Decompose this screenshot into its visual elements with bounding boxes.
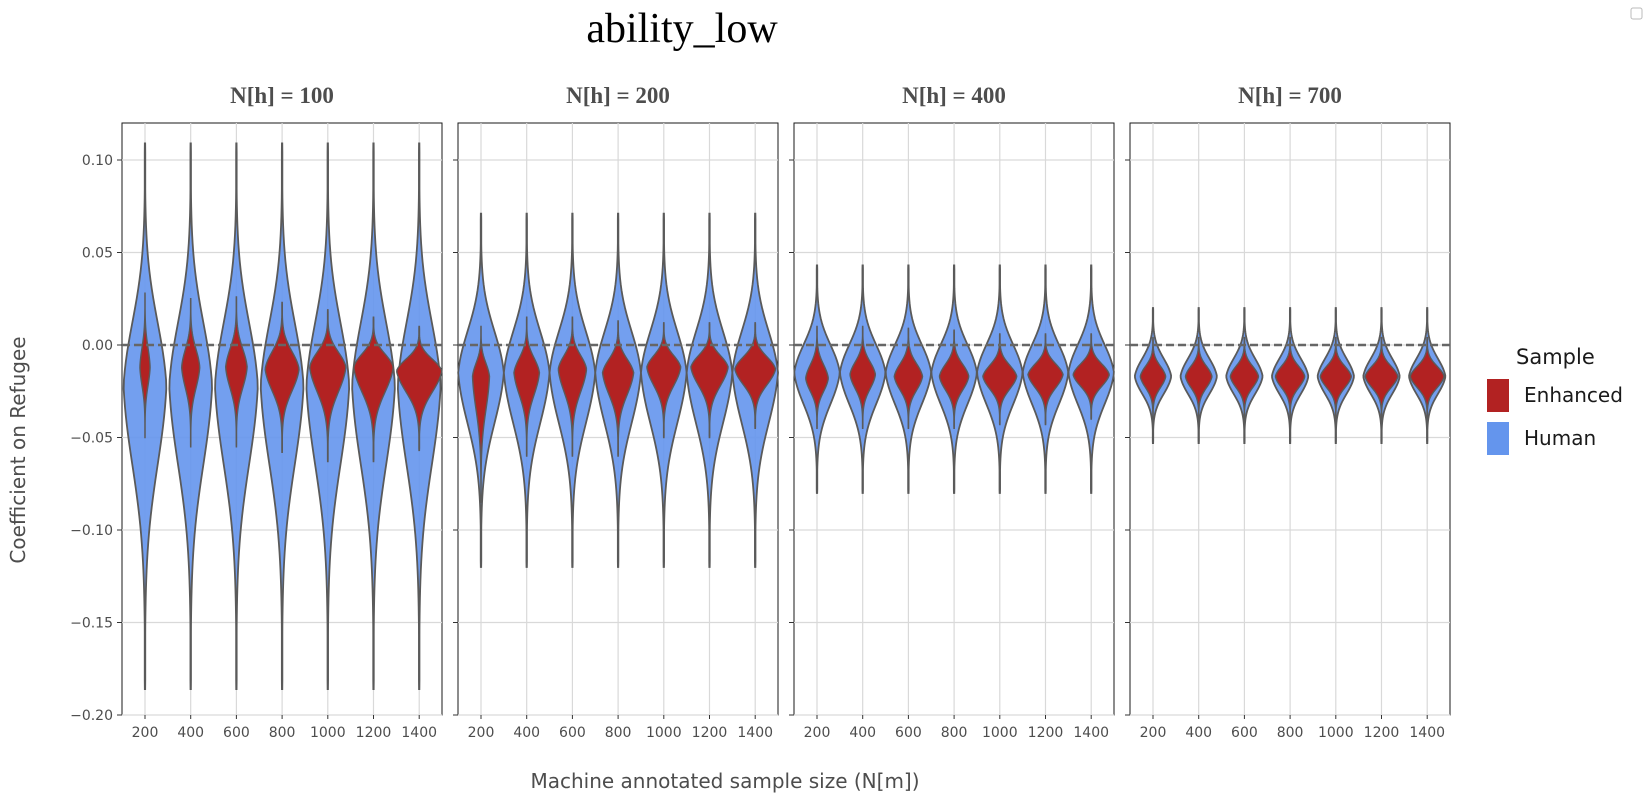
violin-enhanced [893, 327, 924, 429]
violin-enhanced [849, 325, 877, 429]
x-tick-label: 1200 [1364, 725, 1400, 741]
chart-title: ability_low [586, 6, 778, 52]
x-tick-label: 1400 [737, 725, 773, 741]
x-tick-label: 600 [223, 725, 250, 741]
facet-title: N[h] = 700 [1238, 83, 1342, 108]
violin-enhanced [1027, 333, 1064, 426]
x-tick-label: 600 [895, 725, 922, 741]
violin-enhanced [557, 316, 588, 457]
x-tick-label: 800 [1277, 725, 1304, 741]
violin-enhanced [1229, 336, 1260, 420]
violin-enhanced [982, 333, 1018, 426]
x-tick-label: 1000 [1318, 725, 1354, 741]
x-tick-label: 600 [1231, 725, 1258, 741]
x-tick-label: 1400 [1073, 725, 1109, 741]
x-tick-label: 1200 [356, 725, 392, 741]
y-tick-label: 0.00 [82, 338, 113, 354]
x-tick-label: 200 [804, 725, 831, 741]
facet-panel: N[h] = 700 200 400 600 800 1000 1200 1400 [1125, 83, 1451, 741]
violin-enhanced [601, 320, 635, 457]
x-tick-label: 400 [1185, 725, 1212, 741]
violin-enhanced [1409, 336, 1445, 420]
x-tick-label: 200 [468, 725, 495, 741]
violin-enhanced [1072, 333, 1110, 420]
x-tick-label: 1400 [401, 725, 437, 741]
x-tick-label: 1200 [1028, 725, 1064, 741]
facet-title: N[h] = 100 [230, 83, 334, 108]
violin-enhanced [396, 325, 443, 452]
x-tick-label: 400 [849, 725, 876, 741]
violin-enhanced [471, 325, 491, 503]
facet-title: N[h] = 200 [566, 83, 670, 108]
violin-enhanced [513, 316, 541, 457]
x-tick-label: 1000 [646, 725, 682, 741]
facet-panel: N[h] = 400 200 400 600 800 1000 1200 1400 [789, 83, 1115, 741]
x-tick-label: 200 [132, 725, 159, 741]
x-tick-label: 1400 [1409, 725, 1445, 741]
violin-enhanced [1184, 336, 1213, 420]
facet-panel: N[h] = 100 200 400 600 800 1000 1200 1400 [117, 83, 443, 741]
y-tick-label: 0.05 [82, 246, 113, 262]
y-tick-label: −0.05 [70, 431, 113, 447]
x-tick-label: 400 [177, 725, 204, 741]
x-tick-label: 800 [269, 725, 296, 741]
legend-swatch-enhanced [1487, 379, 1509, 412]
x-tick-label: 1000 [310, 725, 346, 741]
violin-enhanced [646, 322, 682, 439]
violin-enhanced [938, 329, 970, 429]
violin-enhanced [1139, 336, 1167, 420]
y-tick-label: 0.10 [82, 153, 113, 169]
violin-enhanced [805, 325, 829, 429]
violin-enhanced [353, 316, 394, 463]
y-axis: 0.10 0.05 0.00 −0.05 −0.10 −0.15 −0.20 [70, 153, 113, 724]
violin-enhanced [180, 298, 201, 448]
violin-enhanced [734, 322, 777, 429]
y-axis-title: Coefficient on Refugee [6, 336, 30, 563]
x-tick-label: 200 [1140, 725, 1167, 741]
x-tick-label: 1000 [982, 725, 1018, 741]
legend-label-human: Human [1524, 426, 1596, 450]
x-tick-label: 800 [605, 725, 632, 741]
violin-enhanced [1319, 336, 1352, 420]
y-tick-label: −0.15 [70, 616, 113, 632]
legend-swatch-human [1487, 422, 1509, 455]
violin-enhanced [139, 292, 151, 439]
violin-enhanced [1274, 336, 1306, 420]
x-tick-label: 1200 [692, 725, 728, 741]
facet-title: N[h] = 400 [902, 83, 1006, 108]
facet-panel: N[h] = 200 200 400 600 800 1000 1200 1400 [453, 83, 779, 741]
x-tick-label: 400 [513, 725, 540, 741]
violin-enhanced [1364, 336, 1399, 420]
violin-enhanced [264, 301, 300, 453]
x-tick-label: 800 [941, 725, 968, 741]
x-axis-title: Machine annotated sample size (N[m]) [530, 769, 919, 793]
legend-label-enhanced: Enhanced [1524, 383, 1623, 407]
y-tick-label: −0.20 [70, 708, 113, 724]
violin-enhanced [309, 309, 347, 463]
corner-checkbox[interactable] [1630, 7, 1643, 20]
y-tick-label: −0.10 [70, 523, 113, 539]
legend-title: Sample [1516, 345, 1595, 369]
x-tick-label: 600 [559, 725, 586, 741]
legend: Sample Enhanced Human [1487, 345, 1623, 455]
violin-enhanced [690, 322, 729, 439]
